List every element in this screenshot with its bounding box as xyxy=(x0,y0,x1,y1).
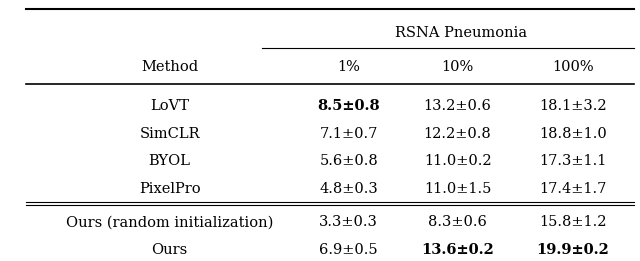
Text: 17.4±1.7: 17.4±1.7 xyxy=(539,182,607,196)
Text: 19.9±0.2: 19.9±0.2 xyxy=(536,243,609,257)
Text: 11.0±1.5: 11.0±1.5 xyxy=(424,182,492,196)
Text: 3.3±0.3: 3.3±0.3 xyxy=(319,215,378,229)
Text: 8.5±0.8: 8.5±0.8 xyxy=(317,99,380,114)
Text: SimCLR: SimCLR xyxy=(140,127,200,141)
Text: 13.6±0.2: 13.6±0.2 xyxy=(421,243,494,257)
Text: 11.0±0.2: 11.0±0.2 xyxy=(424,154,492,168)
Text: 18.1±3.2: 18.1±3.2 xyxy=(539,99,607,114)
Text: 12.2±0.8: 12.2±0.8 xyxy=(424,127,492,141)
Text: LoVT: LoVT xyxy=(150,99,189,114)
Text: Ours (random initialization): Ours (random initialization) xyxy=(66,215,273,229)
Text: BYOL: BYOL xyxy=(148,154,191,168)
Text: 8.3±0.6: 8.3±0.6 xyxy=(428,215,487,229)
Text: 6.9±0.5: 6.9±0.5 xyxy=(319,243,378,257)
Text: 100%: 100% xyxy=(552,60,594,74)
Text: PixelPro: PixelPro xyxy=(139,182,200,196)
Text: RSNA Pneumonia: RSNA Pneumonia xyxy=(395,26,527,40)
Text: 7.1±0.7: 7.1±0.7 xyxy=(319,127,378,141)
Text: Ours: Ours xyxy=(152,243,188,257)
Text: 4.8±0.3: 4.8±0.3 xyxy=(319,182,378,196)
Text: 18.8±1.0: 18.8±1.0 xyxy=(539,127,607,141)
Text: 5.6±0.8: 5.6±0.8 xyxy=(319,154,378,168)
Text: 15.8±1.2: 15.8±1.2 xyxy=(539,215,607,229)
Text: 17.3±1.1: 17.3±1.1 xyxy=(539,154,607,168)
Text: 13.2±0.6: 13.2±0.6 xyxy=(424,99,492,114)
Text: 1%: 1% xyxy=(337,60,360,74)
Text: 10%: 10% xyxy=(442,60,474,74)
Text: Method: Method xyxy=(141,60,198,74)
